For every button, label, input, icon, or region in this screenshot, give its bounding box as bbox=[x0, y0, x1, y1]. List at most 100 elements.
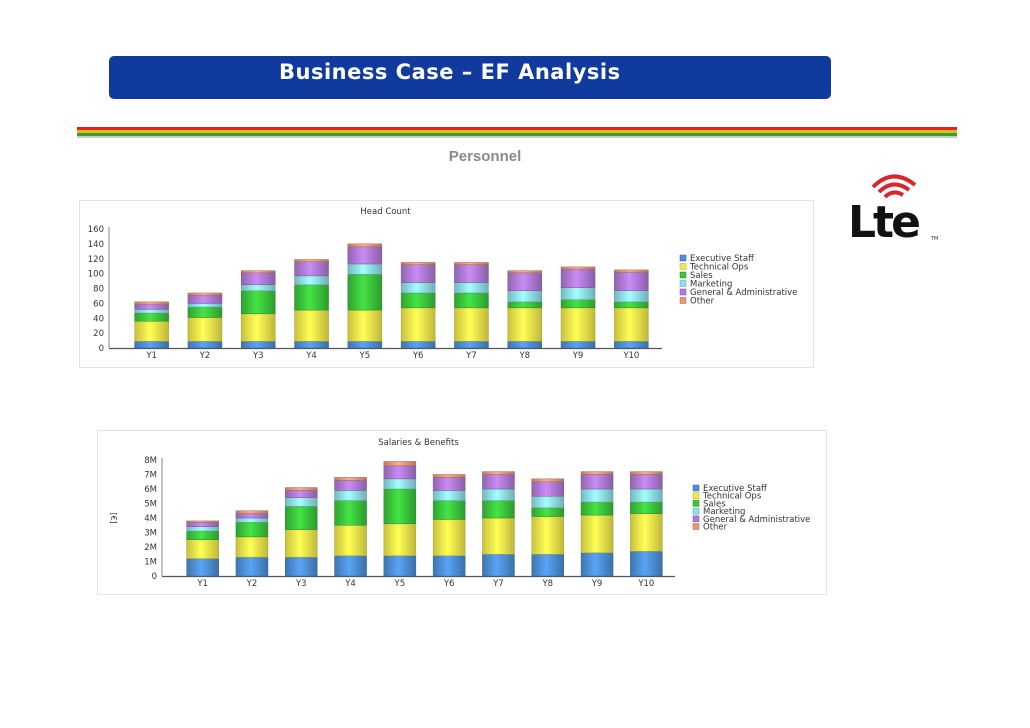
x-tick-label: Y7 bbox=[465, 351, 477, 361]
bar-segment bbox=[383, 465, 417, 480]
x-tick-label: Y2 bbox=[199, 351, 211, 361]
bar-segment bbox=[241, 290, 276, 315]
bar-segment bbox=[432, 519, 466, 556]
logo-text: Lte bbox=[848, 197, 919, 245]
bar-segment bbox=[235, 536, 269, 558]
bar-segment bbox=[400, 262, 436, 265]
stripe-red bbox=[77, 127, 957, 130]
bar-segment bbox=[454, 264, 489, 283]
bar-segment bbox=[614, 341, 649, 349]
bar-segment bbox=[507, 272, 542, 291]
bar-segment bbox=[580, 471, 614, 475]
bar-segment bbox=[186, 526, 219, 532]
bar-segment bbox=[187, 306, 223, 318]
bar-segment bbox=[347, 309, 383, 342]
bar-segment bbox=[580, 488, 614, 503]
bar-segment bbox=[383, 523, 417, 556]
bar-segment bbox=[347, 341, 383, 349]
legend-swatch bbox=[679, 263, 687, 270]
divider-stripes bbox=[77, 127, 957, 143]
y-tick-label: 2M bbox=[144, 543, 157, 553]
x-tick-label: Y3 bbox=[295, 579, 307, 589]
x-tick-label: Y6 bbox=[443, 579, 455, 589]
bar-segment bbox=[400, 341, 436, 349]
bar-segment bbox=[482, 471, 515, 475]
bar-segment bbox=[383, 555, 417, 577]
bar-segment bbox=[560, 341, 596, 349]
bar-segment bbox=[531, 481, 564, 497]
bar-segment bbox=[134, 341, 169, 349]
bar-segment bbox=[187, 317, 223, 342]
chart-title: Head Count bbox=[360, 207, 411, 217]
bar-segment bbox=[285, 506, 318, 530]
bar-segment bbox=[383, 461, 417, 467]
bar-segment bbox=[285, 490, 318, 498]
bar-segment bbox=[560, 266, 596, 270]
bar-segment bbox=[580, 501, 614, 516]
bar-segment bbox=[241, 272, 276, 286]
y-axis-label: [€] bbox=[109, 512, 118, 523]
x-tick-label: Y2 bbox=[246, 579, 258, 589]
x-tick-label: Y4 bbox=[344, 579, 356, 589]
bar-segment bbox=[630, 488, 663, 503]
legend-label: General & Administrative bbox=[690, 288, 797, 298]
y-tick-label: 7M bbox=[144, 471, 157, 481]
legend-swatch bbox=[692, 507, 700, 515]
bar-segment bbox=[186, 520, 219, 523]
bar-segment bbox=[187, 341, 223, 349]
bar-segment bbox=[454, 292, 489, 309]
x-tick-label: Y6 bbox=[412, 351, 424, 361]
bar-segment bbox=[134, 303, 169, 310]
section-title: Personnel bbox=[448, 148, 522, 165]
y-tick-label: 60 bbox=[93, 299, 104, 309]
bar-segment bbox=[294, 284, 329, 311]
y-tick-label: 4M bbox=[144, 514, 157, 524]
bar-segment bbox=[334, 477, 367, 481]
y-tick-label: 20 bbox=[93, 329, 104, 339]
chart-frame bbox=[97, 430, 827, 595]
bar-segment bbox=[560, 299, 596, 309]
y-tick-label: 120 bbox=[88, 255, 104, 265]
bar-segment bbox=[347, 246, 383, 265]
legend-label: Technical Ops bbox=[689, 263, 749, 273]
bar-segment bbox=[531, 516, 564, 555]
bar-segment bbox=[454, 307, 489, 342]
y-tick-label: 0 bbox=[99, 344, 104, 354]
bar-segment bbox=[482, 517, 515, 555]
legend-swatch bbox=[679, 271, 687, 279]
y-tick-label: 100 bbox=[88, 270, 104, 280]
bar-segment bbox=[347, 263, 383, 275]
head-count-chart-panel: Head Count 0 20 40 60 80 100 120 140 160 Y1 Y2 Y3 Y4 Y… bbox=[79, 200, 814, 368]
bar-segment bbox=[186, 558, 219, 577]
bar-segment bbox=[294, 309, 329, 342]
y-tick-label: 160 bbox=[88, 225, 104, 235]
x-tick-label: Y3 bbox=[252, 351, 264, 361]
bar-segment bbox=[482, 554, 515, 577]
x-tick-label: Y10 bbox=[622, 351, 639, 361]
y-tick-label: 40 bbox=[93, 314, 104, 324]
bar-segment bbox=[285, 497, 318, 507]
bar-segment bbox=[531, 507, 564, 517]
y-tick-label: 0 bbox=[152, 572, 157, 582]
bar-segment bbox=[383, 488, 417, 525]
bar-segment bbox=[630, 551, 663, 577]
bar-segment bbox=[630, 474, 663, 490]
bar-segment bbox=[507, 307, 542, 342]
logo-trademark: TM bbox=[930, 236, 938, 242]
bar-segment bbox=[334, 500, 367, 526]
bar-segment bbox=[482, 488, 515, 501]
y-tick-label: 80 bbox=[93, 285, 104, 295]
head-count-chart: Head Count 0 20 40 60 80 100 120 140 160 Y1 Y2 Y3 Y4 Y… bbox=[79, 200, 814, 368]
legend-label: Sales bbox=[690, 271, 713, 281]
bar-segment bbox=[614, 269, 649, 273]
legend-label: Executive Staff bbox=[690, 254, 755, 264]
bar-segment bbox=[187, 303, 223, 308]
bar-segment bbox=[241, 270, 276, 274]
stripe-yellow bbox=[77, 130, 957, 133]
bar-segment bbox=[334, 490, 367, 501]
bar-segment bbox=[334, 480, 367, 491]
bar-segment bbox=[630, 501, 663, 514]
bar-segment bbox=[580, 514, 614, 554]
bar-segment bbox=[560, 268, 596, 289]
bar-segment bbox=[630, 471, 663, 475]
